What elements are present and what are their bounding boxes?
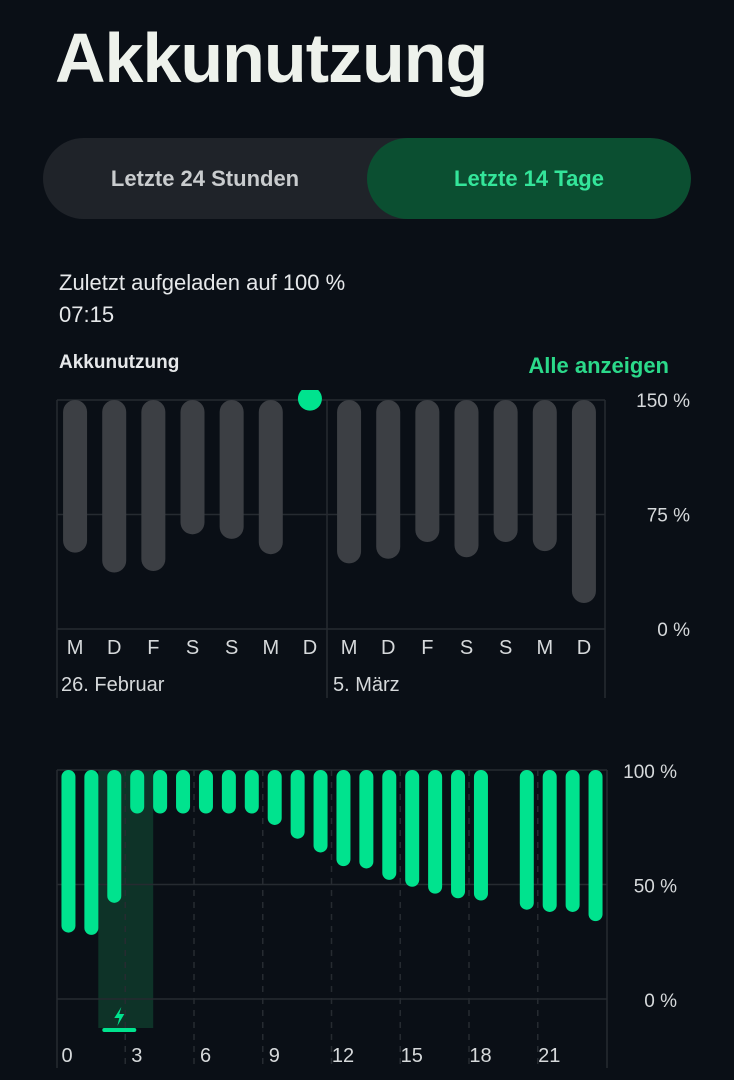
hour-tick-label: 15 xyxy=(401,1045,423,1067)
hourly-bar xyxy=(198,770,213,814)
hourly-bar xyxy=(267,770,282,825)
show-all-link[interactable]: Alle anzeigen xyxy=(528,353,669,378)
hourly-bar xyxy=(405,770,420,887)
y-tick-label: 50 % xyxy=(634,877,677,898)
week-label: 5. März xyxy=(333,674,400,696)
daily-bar xyxy=(532,400,557,552)
hourly-bar xyxy=(176,770,191,814)
week-label: 26. Februar xyxy=(61,674,165,696)
daily-bar xyxy=(102,400,127,573)
day-tick-label: F xyxy=(147,637,159,659)
daily-bar xyxy=(219,400,244,539)
day-tick-label: F xyxy=(421,637,433,659)
hourly-bar xyxy=(359,770,374,869)
daily-bar xyxy=(141,400,166,571)
daily-bar xyxy=(376,400,401,559)
day-tick-label: S xyxy=(499,637,512,659)
tab-last-14-days[interactable]: Letzte 14 Tage xyxy=(367,138,691,219)
hourly-bar xyxy=(84,770,99,935)
hourly-bar xyxy=(473,770,488,901)
hourly-bar xyxy=(519,770,534,910)
daily-bar xyxy=(180,400,205,535)
daily-bar xyxy=(415,400,440,542)
daily-usage-chart: 150 % 75 % 0 % M D F S S M D M D F S S M D 26. Februar 5. … xyxy=(56,390,690,698)
hourly-bar xyxy=(130,770,145,814)
y-tick-label: 0 % xyxy=(657,620,690,641)
day-tick-label: S xyxy=(460,637,473,659)
hour-tick-label: 6 xyxy=(200,1045,211,1067)
y-tick-label: 75 % xyxy=(647,506,690,527)
day-tick-label: D xyxy=(303,637,317,659)
hourly-bar xyxy=(244,770,259,814)
hourly-bar xyxy=(61,770,76,933)
hour-tick-label: 3 xyxy=(131,1045,142,1067)
charging-marker-line xyxy=(102,1028,137,1032)
daily-bar xyxy=(63,400,88,553)
daily-bar xyxy=(571,400,596,604)
hourly-bar xyxy=(428,770,443,894)
last-charged-text: Zuletzt aufgeladen auf 100 % xyxy=(59,270,346,295)
hourly-bar xyxy=(290,770,305,839)
day-tick-label: D xyxy=(107,637,121,659)
day-tick-label: D xyxy=(381,637,395,659)
y-tick-label: 0 % xyxy=(644,991,677,1012)
hourly-battery-chart: 100 % 50 % 0 % 0 3 6 9 12 15 18 21 xyxy=(56,762,677,1068)
daily-bar xyxy=(258,400,283,555)
day-tick-label: S xyxy=(186,637,199,659)
hourly-bar xyxy=(336,770,351,867)
hour-tick-label: 21 xyxy=(538,1045,560,1067)
hourly-bar xyxy=(153,770,168,814)
hourly-bar xyxy=(382,770,397,880)
daily-bar xyxy=(493,400,518,542)
daily-bar xyxy=(337,400,362,564)
hourly-bar xyxy=(313,770,328,853)
hourly-bar xyxy=(565,770,580,912)
last-charged-time: 07:15 xyxy=(59,302,115,327)
day-tick-label: M xyxy=(262,637,279,659)
hour-tick-label: 0 xyxy=(61,1045,72,1067)
charging-bolt-icon xyxy=(114,1007,125,1026)
hour-tick-label: 18 xyxy=(469,1045,491,1067)
hour-tick-label: 12 xyxy=(332,1045,354,1067)
hour-tick-label: 9 xyxy=(269,1045,280,1067)
day-tick-label: M xyxy=(536,637,553,659)
hourly-bar xyxy=(542,770,557,912)
hourly-bar xyxy=(588,770,603,922)
hourly-bar xyxy=(107,770,122,903)
day-tick-label: D xyxy=(577,637,591,659)
section-label: Akkunutzung xyxy=(59,352,180,373)
y-tick-label: 150 % xyxy=(636,391,690,412)
tab-last-24-hours[interactable]: Letzte 24 Stunden xyxy=(110,165,300,191)
day-tick-label: M xyxy=(67,637,84,659)
daily-bar xyxy=(454,400,479,558)
y-tick-label: 100 % xyxy=(623,762,677,783)
day-tick-label: M xyxy=(341,637,358,659)
time-range-tabs: Letzte 24 Stunden Letzte 14 Tage xyxy=(43,138,691,219)
page-title: Akkunutzung xyxy=(55,19,488,97)
hourly-bar xyxy=(221,770,236,814)
day-tick-label: S xyxy=(225,637,238,659)
hourly-bar xyxy=(451,770,466,899)
daily-bar xyxy=(297,390,322,411)
last-charged-info: Zuletzt aufgeladen auf 100 % 07:15 xyxy=(59,267,345,331)
